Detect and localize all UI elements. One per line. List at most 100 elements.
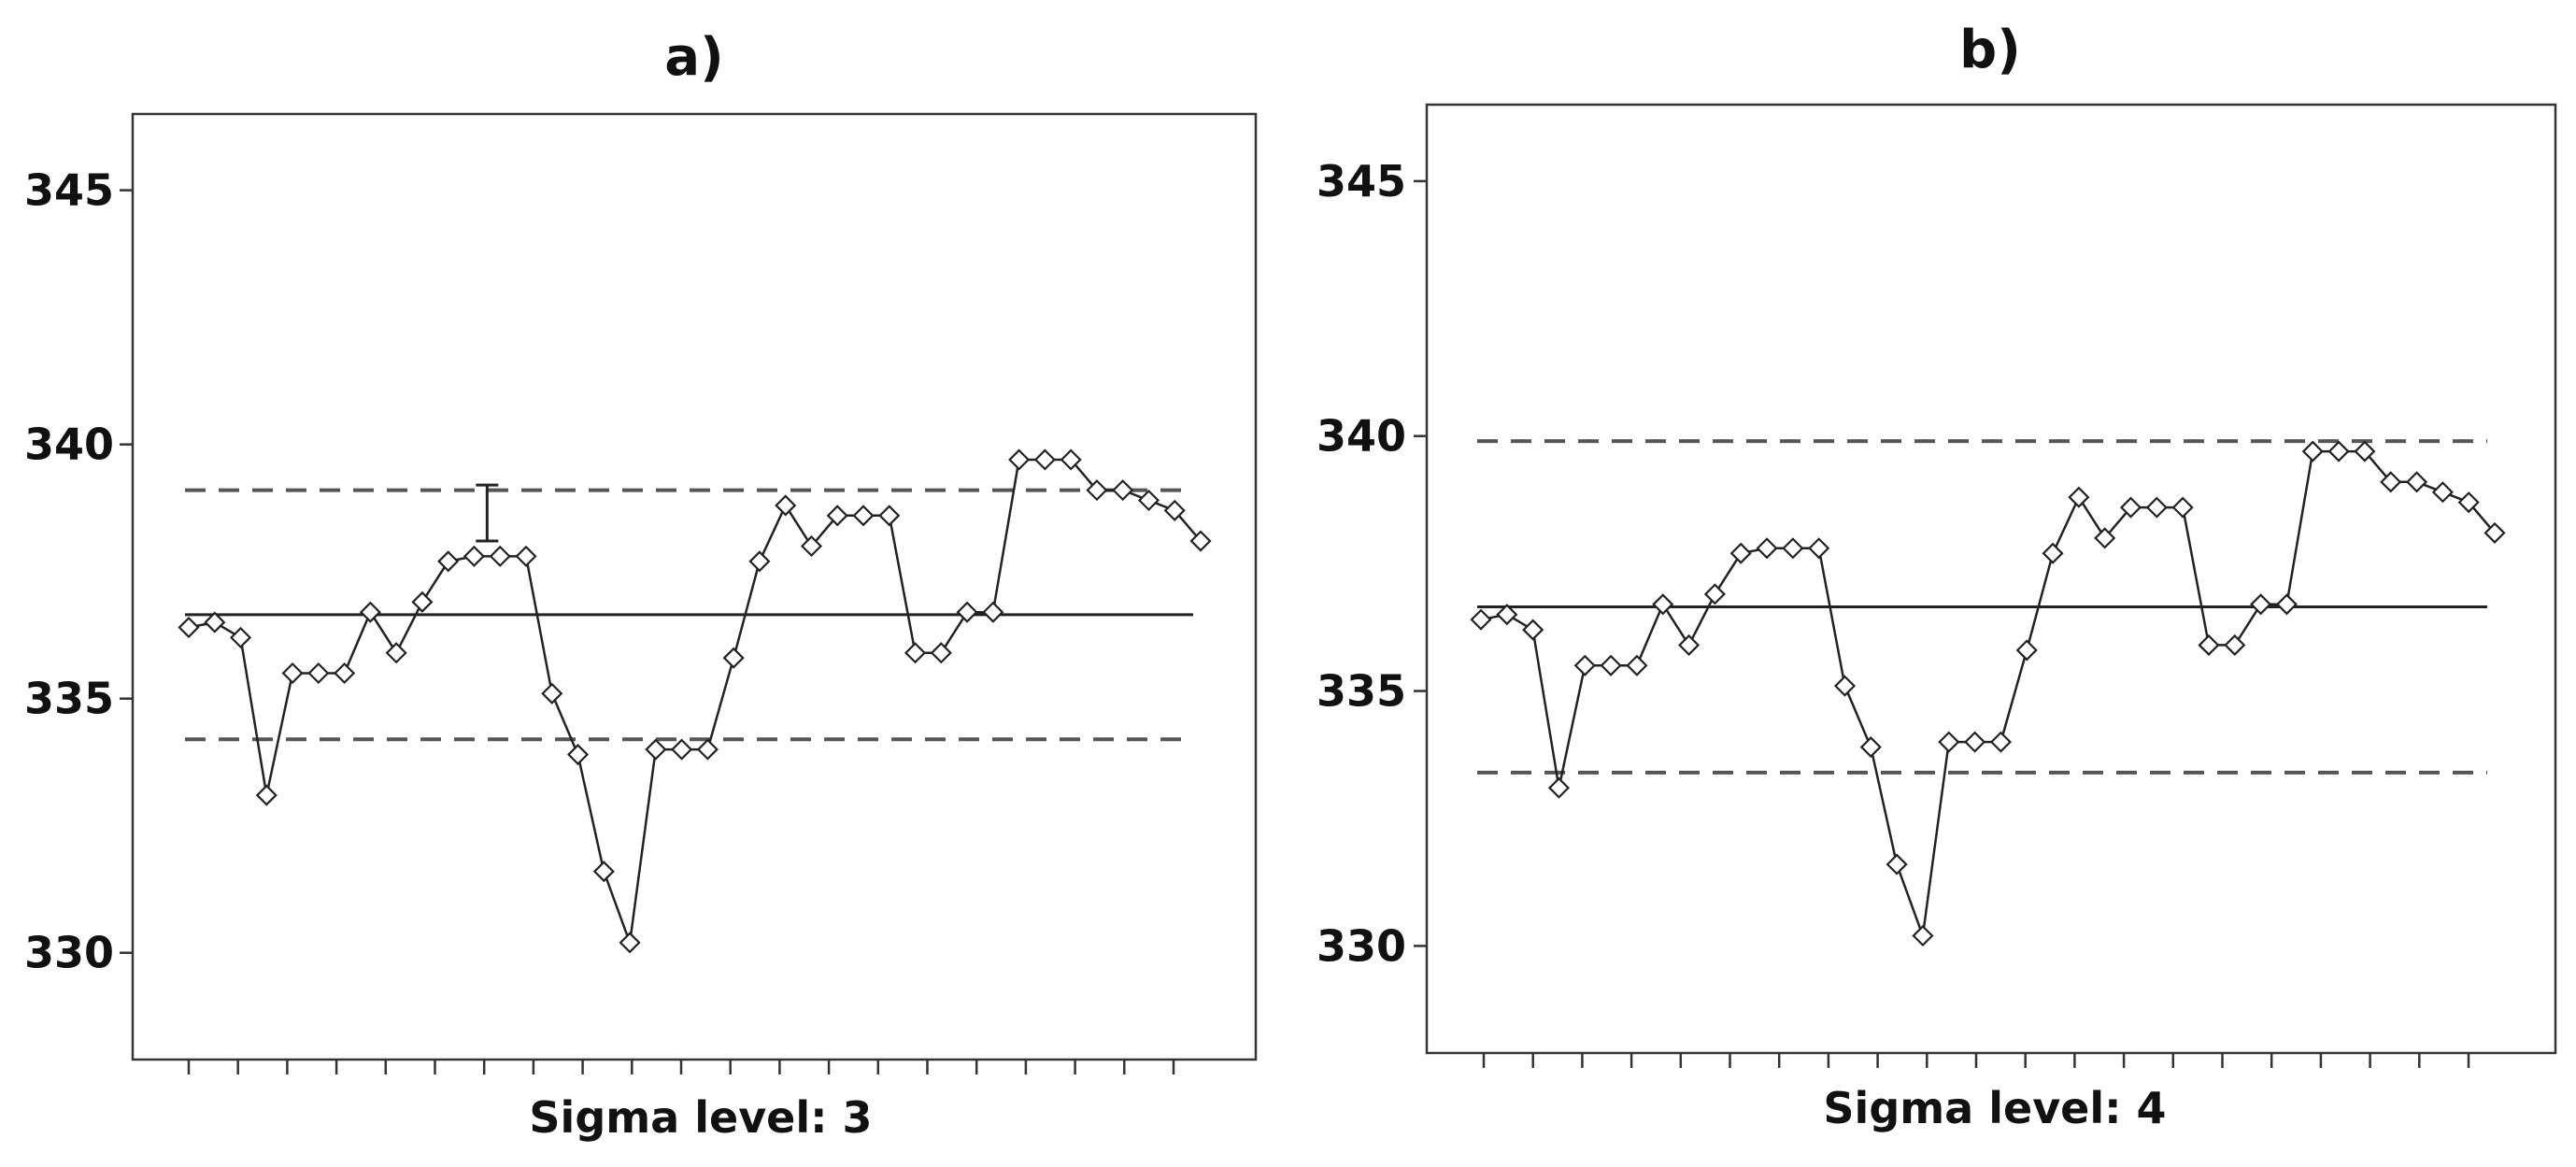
chart-a-data-point [178,616,200,639]
chart-a-data-point [1008,448,1031,471]
chart-a-title: a) [664,27,723,88]
chart-b-data-point [1496,604,1518,626]
chart-a-data-point [255,784,278,806]
chart-a-data-point [1137,489,1160,512]
chart-b-data-point [2119,496,2142,519]
chart-a-data-point [359,601,381,623]
chart-a-annotation [476,483,499,543]
chart-a-data-point [1189,530,1212,552]
chart-b-data-point [1989,731,2012,753]
chart-a-data-point [489,545,511,567]
chart-a-data-point [281,662,304,685]
chart-a-data-point [204,611,226,633]
chart-a-data-point [385,642,407,664]
chart-a-data-point [696,738,719,761]
chart-a-data-point [334,662,356,685]
chart-a-data-point [775,494,797,517]
chart-b: b) 330 335 340 345 Sigma level: 4 [1316,20,2557,1133]
chart-b-plot-area [1425,103,2557,1055]
chart-a-data-point [619,932,641,954]
chart-a-data-point [411,591,434,613]
chart-a-series [178,448,1212,954]
chart-a-data-point [800,534,823,558]
chart-a-data-point [1033,448,1056,471]
chart-a-data-point [982,601,1004,623]
chart-a-plot-area [131,112,1258,1061]
chart-a-x-axis-label: Sigma level: 3 [529,1092,872,1143]
chart-b-data-point [1808,537,1830,560]
chart-b-data-point [1833,675,1857,697]
chart-b-data-point [2198,633,2220,656]
chart-a-data-point [671,738,693,761]
chart-a-y-tick-label: 330 [24,928,114,978]
chart-a-data-point [645,738,667,761]
chart-b-data-point [1729,542,1752,564]
chart-a-y-tick-label: 335 [24,674,114,724]
chart-a-data-point [1060,448,1082,471]
chart-b-data-point [2224,633,2246,656]
chart-b-series-line [1480,449,2496,936]
chart-b-reference-lines [1477,439,2487,775]
chart-b-y-tick-label: 330 [1316,920,1406,971]
chart-b-data-point [1859,736,1882,759]
chart-b-x-axis-label: Sigma level: 4 [1823,1083,2166,1133]
chart-b-series [1470,440,2506,947]
chart-a-data-point [437,550,460,573]
chart-a-x-axis [187,1060,1175,1074]
chart-b-data-point [1938,731,1960,753]
chart-a-data-point [1112,479,1134,502]
chart-b-data-point [2068,486,2090,508]
chart-a-data-point [566,743,590,766]
chart-b-data-point [1600,654,1622,676]
chart-b-data-point [1573,654,1596,676]
chart-a-y-tick-label: 345 [24,165,114,216]
chart-a: a) 330 335 340 345 Sigma level: 3 [24,27,1258,1143]
chart-b-data-point [2015,639,2038,662]
chart-b-data-point [2250,593,2272,616]
chart-b-data-point [2483,521,2506,544]
chart-b-data-point [1912,924,1934,947]
chart-a-y-axis: 330 335 340 345 [24,165,133,978]
chart-a-data-point [748,550,771,573]
chart-a-data-point [878,505,901,527]
chart-b-title: b) [1959,20,2021,80]
chart-b-y-tick-label: 335 [1316,666,1406,717]
chart-b-data-point [1703,583,1726,605]
chart-a-data-point [1086,479,1108,502]
chart-b-data-point [1886,853,1908,875]
chart-b-data-point [1652,593,1674,616]
chart-a-data-point [1163,499,1186,521]
chart-a-data-point [904,642,927,664]
chart-b-data-point [2354,440,2376,463]
chart-a-data-point [515,545,537,567]
chart-b-y-tick-label: 340 [1316,411,1406,462]
chart-b-data-point [1782,537,1804,560]
chart-b-data-point [2431,481,2454,504]
chart-b-data-point [1964,731,1986,753]
chart-b-data-point [2301,440,2324,463]
chart-a-data-point [722,647,745,669]
chart-b-data-point [1522,619,1544,641]
chart-b-data-point [2380,471,2402,493]
chart-b-data-point [2145,496,2168,519]
chart-b-data-point [1678,633,1701,656]
chart-b-data-point [1756,537,1778,560]
chart-a-data-point [463,545,486,567]
chart-a-data-point [826,505,848,527]
chart-a-series-line [188,458,1202,944]
chart-a-reference-lines [185,488,1193,742]
chart-b-data-point [2405,471,2428,493]
chart-b-data-point [1470,608,1492,631]
chart-a-data-point [852,505,875,527]
chart-b-data-point [2275,593,2298,616]
chart-b-data-point [2171,496,2194,519]
chart-b-y-axis: 330 335 340 345 [1316,156,1427,971]
chart-b-data-point [1547,776,1571,799]
chart-b-data-point [2094,527,2116,549]
chart-a-data-point [307,662,330,685]
chart-b-data-point [2327,440,2350,463]
chart-a-data-point [541,682,563,704]
chart-a-data-point [930,642,952,664]
chart-a-data-point [229,626,252,648]
